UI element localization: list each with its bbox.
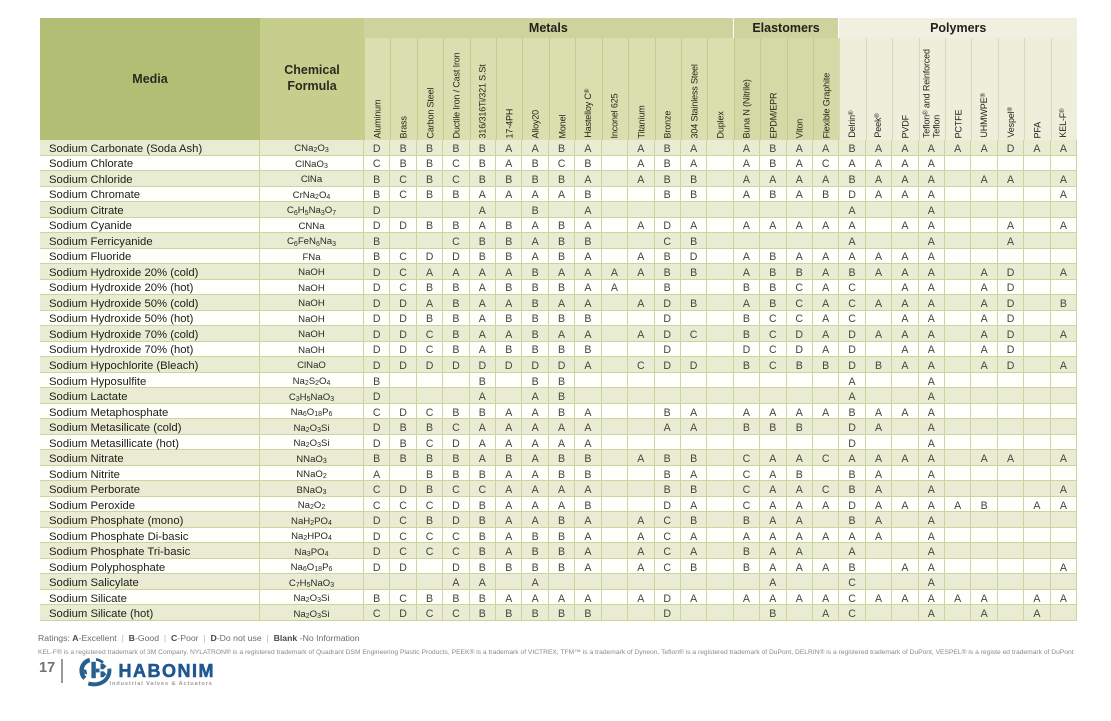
svg-text:HABONIM: HABONIM: [119, 661, 216, 681]
svg-text:Industrial Valves & Actuators: Industrial Valves & Actuators: [110, 681, 213, 687]
